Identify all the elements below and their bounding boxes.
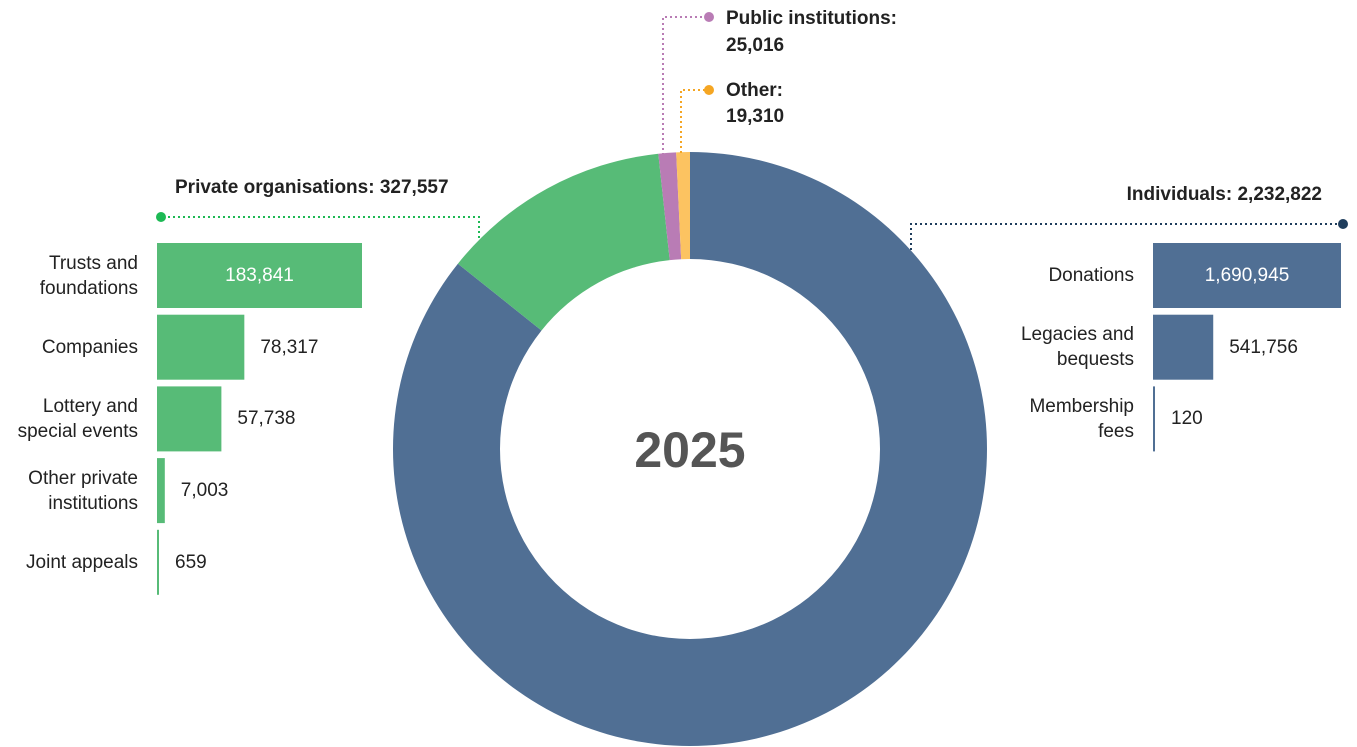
annotation-value: 19,310 (726, 106, 785, 127)
bar (157, 458, 165, 524)
value-label: 57,738 (237, 408, 296, 430)
category-label: Donations (1048, 265, 1134, 286)
annotation-label: Private organisations: (175, 177, 375, 198)
category-label: Other private institutions (28, 467, 138, 514)
value-label: 183,841 (225, 265, 294, 286)
center-label: 2025 (634, 422, 745, 478)
bar (157, 314, 245, 380)
annotation-label: Other: (726, 80, 783, 101)
leader-dot (704, 12, 714, 22)
leader-line (910, 223, 1343, 250)
value-label: 541,756 (1229, 336, 1298, 358)
annotation-label: Public institutions: (726, 8, 897, 29)
category-label: Membership fees (1029, 395, 1134, 442)
bar (157, 386, 222, 452)
value-label: 120 (1171, 408, 1203, 430)
bar (157, 529, 159, 595)
value-label: 7,003 (180, 480, 229, 502)
leader-line (662, 16, 709, 155)
annotation: Private organisations: 327,557 (175, 175, 449, 200)
donut-slice (676, 152, 690, 260)
value-label: 78,317 (260, 336, 319, 358)
category-label: Companies (41, 336, 138, 358)
value-label: 1,690,945 (1204, 265, 1290, 286)
donut-slice (658, 152, 682, 261)
category-label: Trusts and foundations (39, 252, 138, 299)
leader-dot (704, 85, 714, 95)
donut-slice (457, 153, 670, 331)
value-label: 659 (175, 551, 207, 573)
donut-slice (392, 152, 987, 747)
bar (1153, 314, 1214, 380)
annotation: Individuals: 2,232,822 (1127, 182, 1322, 207)
leader-dot (1338, 219, 1348, 229)
leader-dot (156, 212, 166, 222)
bar (1153, 243, 1341, 308)
annotation-value: 2,232,822 (1237, 184, 1322, 205)
annotation-value: 25,016 (726, 35, 785, 56)
bar (157, 243, 362, 308)
annotation-value: 327,557 (379, 177, 449, 198)
leader-line (161, 216, 480, 238)
annotation-label: Individuals: (1126, 184, 1233, 205)
bar (1153, 386, 1155, 452)
category-label: Joint appeals (26, 551, 138, 573)
category-label: Legacies and bequests (1020, 324, 1134, 371)
category-label: Lottery and special events (17, 395, 138, 442)
leader-line (680, 89, 709, 153)
